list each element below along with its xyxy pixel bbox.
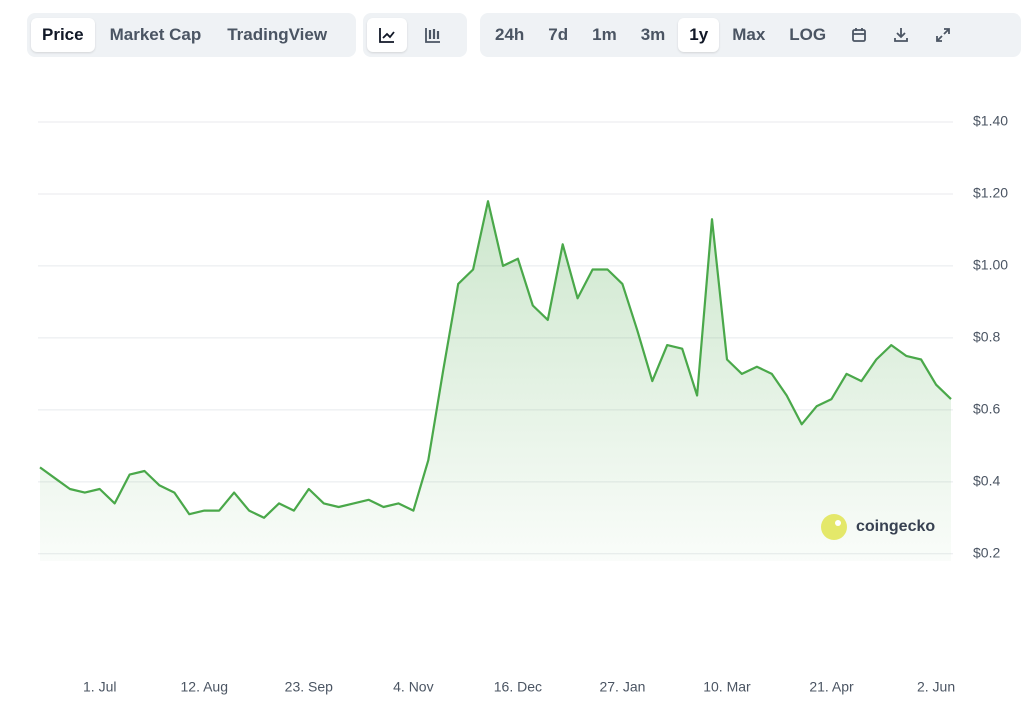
chart-style-group [363, 13, 467, 57]
x-tick-label: 12. Aug [181, 679, 229, 695]
price-line [39, 200, 952, 519]
icon [936, 28, 951, 42]
y-tick-label: $0.8 [973, 329, 1000, 345]
toolbar-button[interactable]: Market Cap [109, 25, 202, 44]
y-tick-label: $1.00 [973, 257, 1008, 273]
toolbar-button[interactable]: 3m [640, 25, 666, 44]
line-chart-button[interactable] [367, 18, 407, 52]
tab-group: Price Market Cap TradingView [27, 13, 356, 57]
x-tick-label: 4. Nov [393, 679, 433, 695]
y-tick-label: $0.2 [973, 545, 1000, 561]
toolbar-button[interactable]: TradingView [227, 25, 328, 44]
toolbar-button[interactable]: 1m [592, 25, 617, 44]
calendar-button[interactable] [839, 18, 879, 52]
price-area [40, 201, 951, 561]
watermark: coingecko [821, 514, 935, 540]
x-tick-label: 27. Jan [599, 679, 645, 695]
icon [852, 28, 867, 42]
candle-chart-button[interactable] [413, 18, 453, 52]
x-tick-label: 16. Dec [494, 679, 542, 695]
toolbar-button[interactable]: LOG [789, 25, 827, 44]
x-tick-label: 10. Mar [703, 679, 751, 695]
range-group: 24h 7d 1m 3m 1y Max LOG [480, 13, 1021, 57]
line-icon [379, 28, 395, 43]
x-tick-label: 23. Sep [285, 679, 333, 695]
x-tick-label: 2. Jun [917, 679, 955, 695]
y-tick-label: $0.6 [973, 401, 1000, 417]
toolbar-button[interactable]: 1y [678, 18, 720, 52]
download-button[interactable] [881, 18, 921, 52]
x-tick-label: 1. Jul [83, 679, 116, 695]
y-tick-label: $0.4 [973, 473, 1000, 489]
logo-eye [835, 520, 841, 526]
y-tick-label: $1.40 [973, 113, 1008, 129]
x-tick-label: 21. Apr [809, 679, 854, 695]
toolbar-button[interactable]: 7d [548, 25, 569, 44]
logo [821, 514, 847, 540]
candle-icon [425, 28, 440, 43]
toolbar-button[interactable]: 24h [495, 25, 525, 44]
toolbar-button[interactable]: Max [732, 25, 766, 44]
toolbar-button[interactable]: Price [31, 18, 95, 52]
y-tick-label: $1.20 [973, 185, 1008, 201]
watermark-text: coingecko [856, 518, 935, 535]
icon [894, 28, 909, 42]
fullscreen-button[interactable] [923, 18, 963, 52]
